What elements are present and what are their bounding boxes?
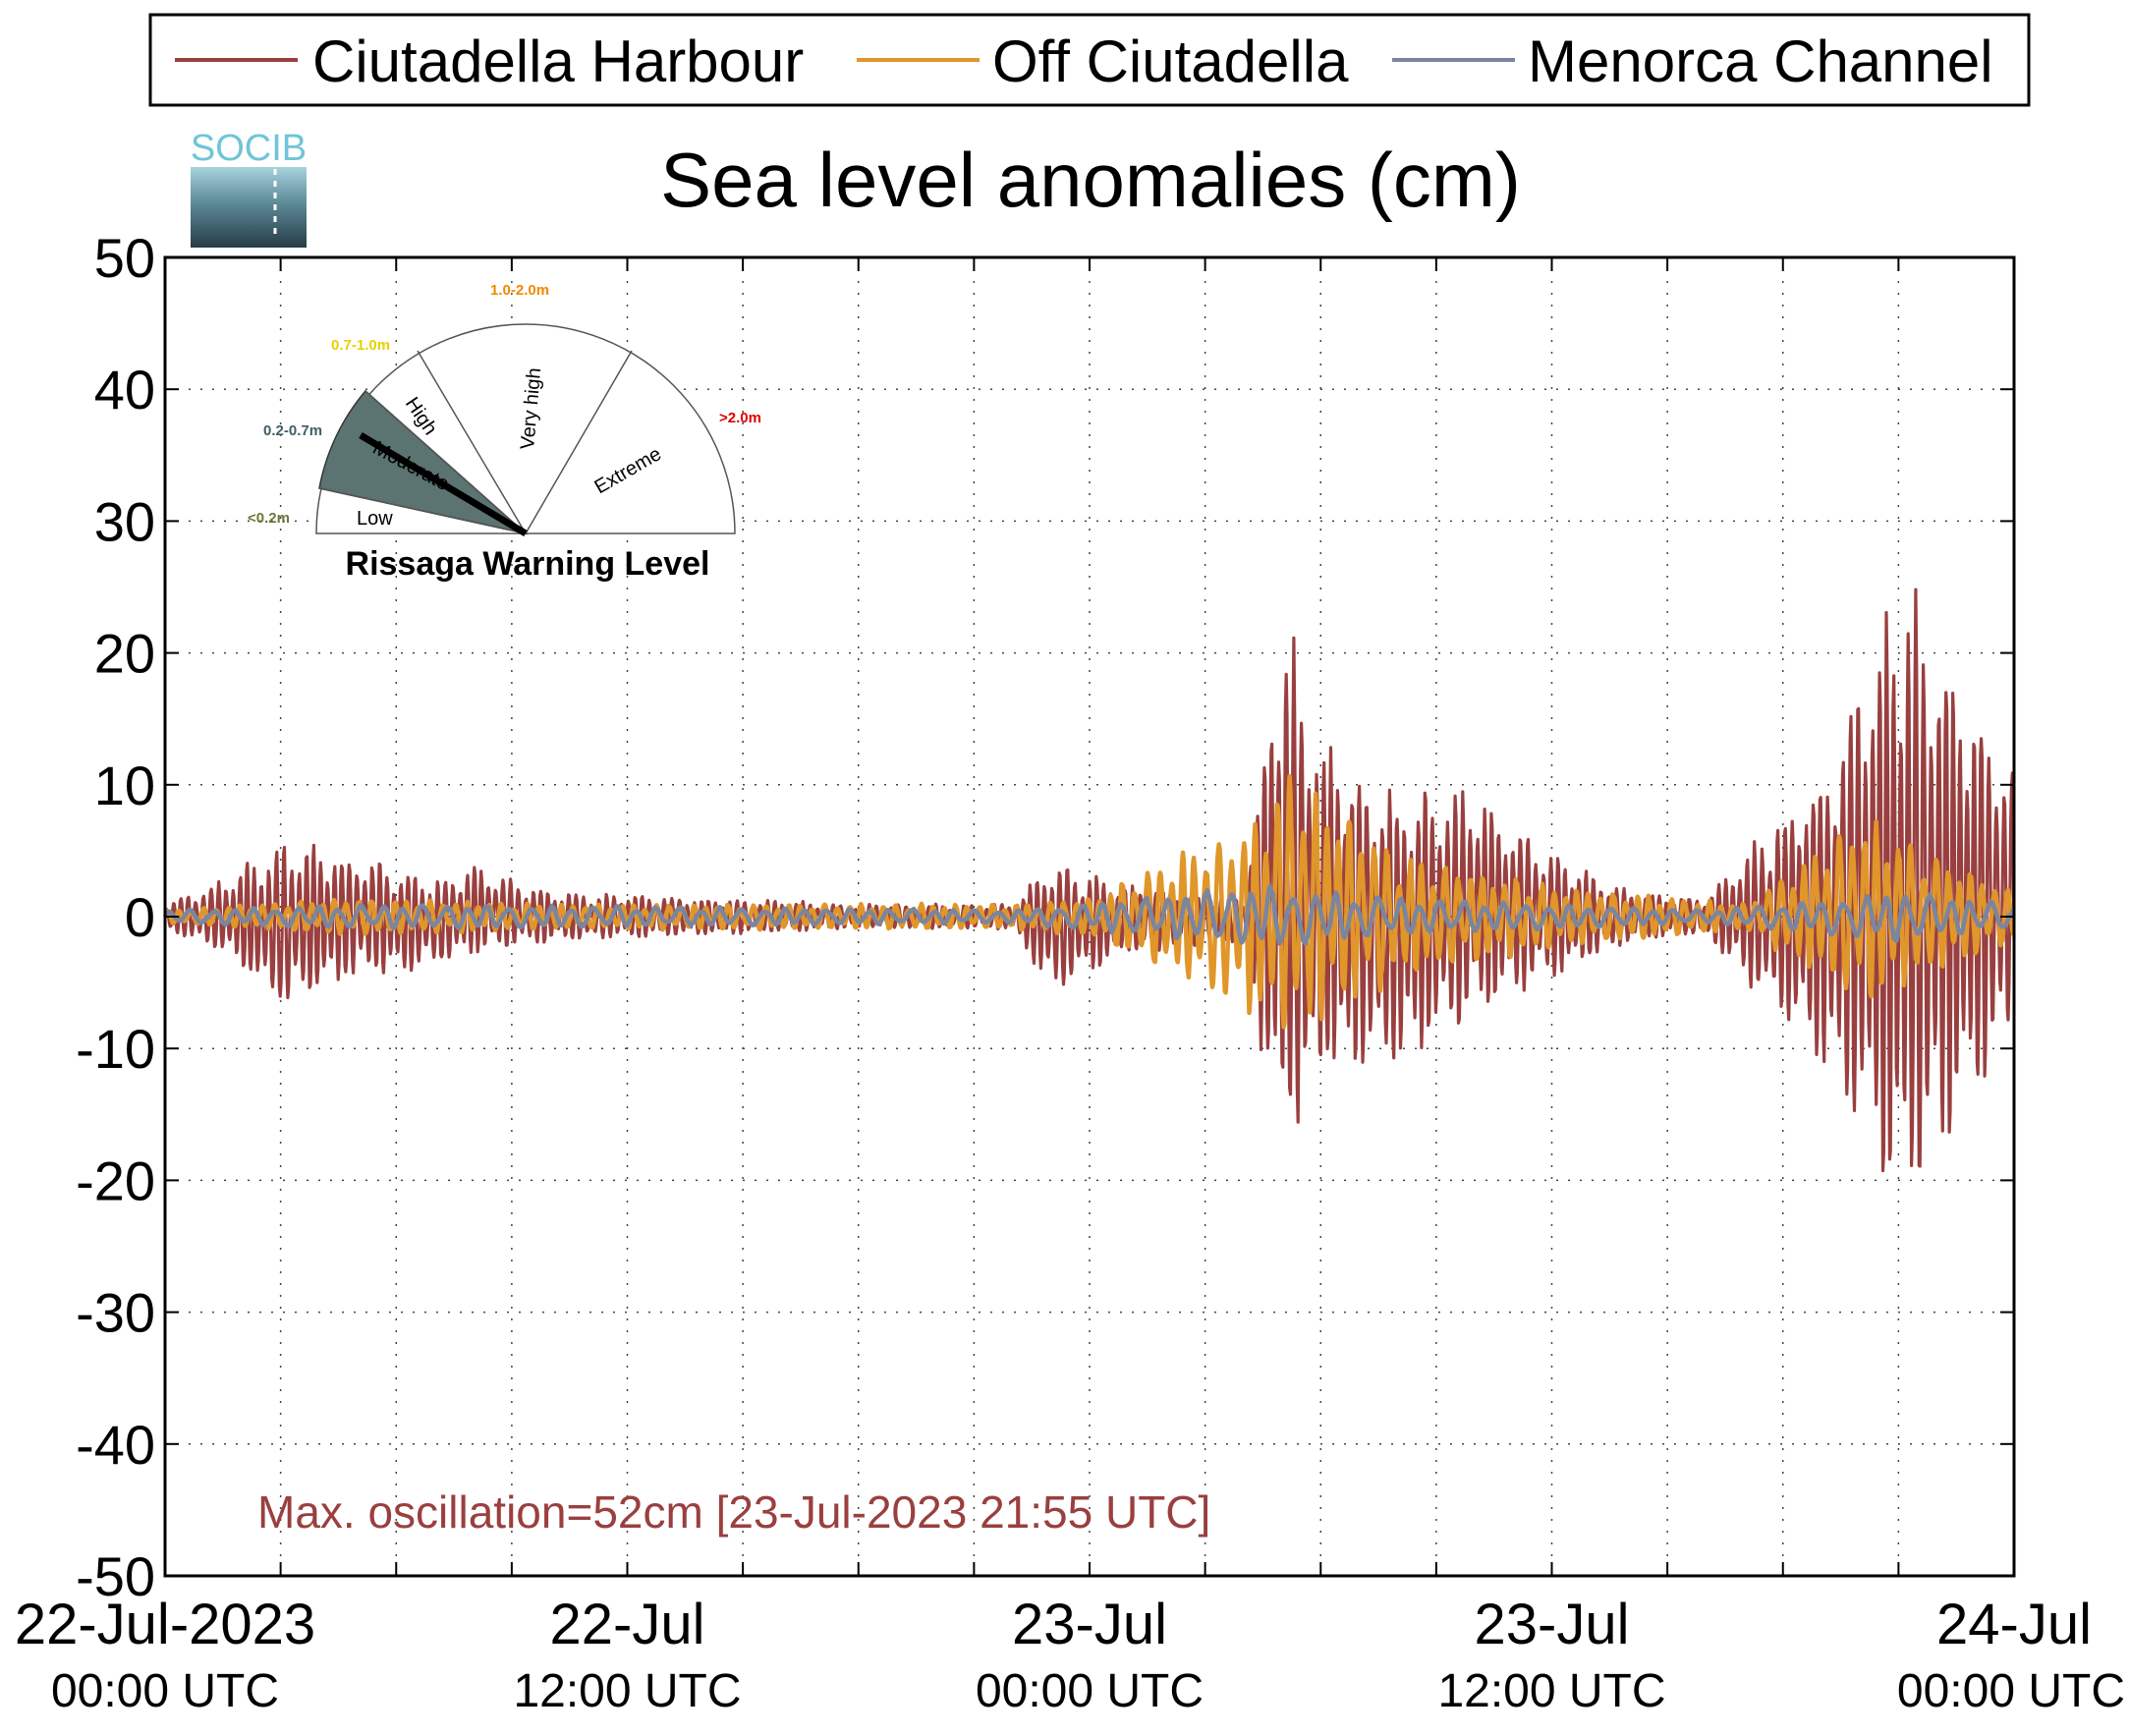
y-tick-label: 20: [94, 623, 155, 685]
legend: Ciutadella Harbour Off Ciutadella Menorc…: [148, 13, 2031, 107]
gauge-level-low: Low: [357, 508, 393, 530]
y-tick-label: -40: [76, 1414, 155, 1476]
gauge-divider-high: [417, 350, 527, 534]
gauge-divider-low: [318, 487, 527, 534]
x-tick-time: 00:00 UTC: [976, 1665, 1204, 1717]
logo-block: [191, 167, 307, 248]
gauge-range-extreme: >2.0m: [719, 410, 761, 426]
gauge-divider-moderate: [364, 390, 527, 534]
x-tick-date: 24-Jul: [1936, 1593, 2092, 1656]
x-tick-time: 00:00 UTC: [1897, 1665, 2125, 1717]
x-tick-date: 23-Jul: [1012, 1593, 1167, 1656]
gauge-range-very-high: 1.0-2.0m: [490, 282, 549, 299]
legend-label-menorca-channel: Menorca Channel: [1528, 28, 1993, 94]
gauge-needle: [359, 431, 528, 537]
x-tick-time: 00:00 UTC: [51, 1665, 279, 1717]
gauge-range-moderate: 0.2-0.7m: [263, 422, 322, 439]
gauge-segment-moderate: [318, 389, 529, 535]
socib-logo: SOCIB: [191, 128, 307, 248]
y-tick-label: -30: [76, 1282, 155, 1344]
series-layer: [162, 588, 2016, 1173]
series-line-menorca-channel: [163, 883, 2016, 946]
x-tick-time: 12:00 UTC: [513, 1665, 741, 1717]
legend-box: [148, 13, 2031, 107]
legend-label-ciutadella-harbour: Ciutadella Harbour: [312, 28, 804, 94]
x-axis: 22-Jul-2023 00:00 UTC 22-Jul 12:00 UTC 23-Ju…: [15, 257, 2125, 1717]
gauge-range-high: 0.7-1.0m: [331, 337, 390, 354]
y-tick-label: 30: [94, 490, 155, 552]
x-tick-time: 12:00 UTC: [1437, 1665, 1665, 1717]
x-tick-date: 22-Jul: [550, 1593, 705, 1656]
x-tick-date: 22-Jul-2023: [15, 1593, 315, 1656]
legend-label-off-ciutadella: Off Ciutadella: [992, 28, 1349, 94]
y-tick-label: 10: [94, 755, 155, 816]
gauge-title: Rissaga Warning Level: [346, 545, 710, 583]
gauge-range-low: <0.2m: [248, 510, 290, 527]
logo-text: SOCIB: [191, 128, 307, 169]
chart-title: Sea level anomalies (cm): [660, 137, 1521, 223]
gauge-divider-very-high: [525, 350, 633, 534]
rissaga-gauge: Low Moderate High Very high Extreme <0.2…: [248, 282, 761, 583]
max-oscillation-annotation: Max. oscillation=52cm [23-Jul-2023 21:55…: [257, 1486, 1210, 1538]
y-tick-label: 0: [125, 886, 155, 948]
y-tick-label: -10: [76, 1018, 155, 1080]
y-tick-label: 40: [94, 359, 155, 420]
y-tick-label: -50: [76, 1545, 155, 1607]
x-tick-date: 23-Jul: [1475, 1593, 1630, 1656]
y-tick-label: 50: [94, 227, 155, 289]
y-tick-label: -20: [76, 1149, 155, 1211]
y-axis: 50 40 30 20 10 0 -10 -20 -30 -40 -50: [76, 227, 2014, 1607]
